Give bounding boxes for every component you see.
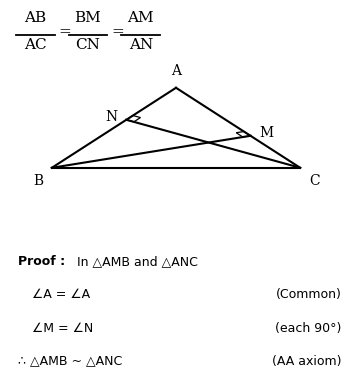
Text: AN: AN <box>129 38 153 52</box>
Text: ∠A = ∠A: ∠A = ∠A <box>32 288 90 301</box>
Text: (AA axiom): (AA axiom) <box>272 355 341 368</box>
Text: AC: AC <box>24 38 46 52</box>
Text: N: N <box>105 110 118 124</box>
Text: B: B <box>33 173 43 187</box>
Text: C: C <box>309 173 320 187</box>
Text: M: M <box>259 126 274 140</box>
Text: In △AMB and △ANC: In △AMB and △ANC <box>77 255 198 268</box>
Text: (Common): (Common) <box>276 288 341 301</box>
Text: (each 90°): (each 90°) <box>275 322 341 335</box>
Text: ∴ △AMB ~ △ANC: ∴ △AMB ~ △ANC <box>18 355 122 368</box>
Text: =: = <box>112 26 124 39</box>
Text: AB: AB <box>24 11 46 25</box>
Text: AM: AM <box>127 11 154 25</box>
Text: ∠M = ∠N: ∠M = ∠N <box>32 322 93 335</box>
Text: Proof :: Proof : <box>18 255 65 268</box>
Text: BM: BM <box>75 11 101 25</box>
Text: A: A <box>171 64 181 78</box>
Text: =: = <box>59 26 71 39</box>
Text: CN: CN <box>76 38 100 52</box>
